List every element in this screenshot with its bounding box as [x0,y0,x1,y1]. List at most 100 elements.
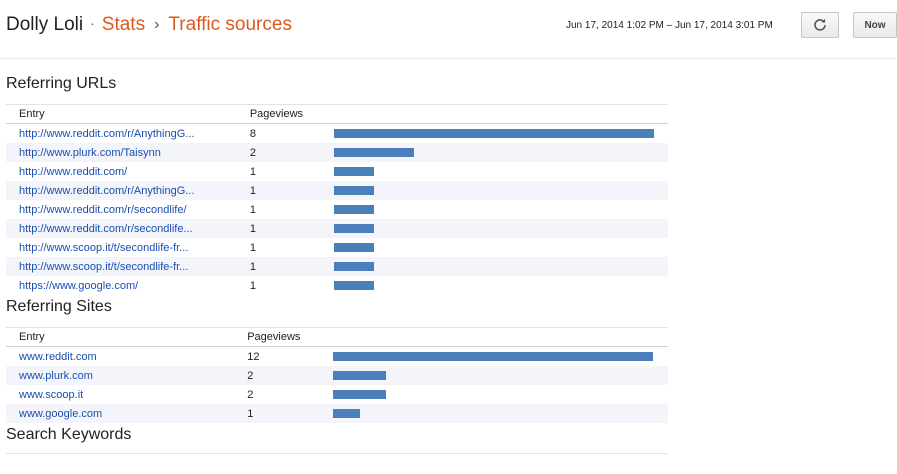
entry-cell: http://www.reddit.com/r/AnythingG... [6,181,250,200]
pageviews-bar [333,148,414,157]
referring-urls-title: Referring URLs [6,75,117,92]
entry-cell: www.reddit.com [6,347,247,367]
table-row: http://www.scoop.it/t/secondlife-fr... 1 [6,238,668,257]
page-title: Traffic sources [168,14,292,35]
entry-link[interactable]: www.google.com [19,407,103,420]
table-row: http://www.reddit.com/1 [6,162,668,181]
entry-cell: http://www.reddit.com/ [6,162,250,181]
pageviews-value: 1 [249,203,256,216]
entry-link[interactable]: www.plurk.com [19,369,93,382]
table-row: http://www.reddit.com/r/AnythingG... 8 [6,124,668,144]
entry-cell: www.scoop.it [6,385,247,404]
pageviews-bar [333,186,374,195]
bar-cell [333,276,668,295]
pageviews-bar [333,243,374,252]
pageviews-value: 1 [249,257,334,276]
entry-cell: http://www.reddit.com/r/secondlife... [6,219,250,238]
pageviews-value: 1 [249,219,334,238]
breadcrumb-separator: · [90,15,95,31]
entry-cell: www.plurk.com [6,366,248,385]
now-button[interactable]: Now [853,12,897,38]
pageviews-value: 2 [247,366,333,385]
referring-sites-title: Referring Sites [6,298,112,315]
referring-sites-table: Entry Pageviews www.reddit.com 12 www.plur… [6,327,668,423]
entry-cell: http://www.scoop.it/t/secondlife-fr... [6,257,250,276]
bar-cell [333,219,668,238]
table-row: http://www.reddit.com/r/secondlife... 1 [6,219,668,238]
pageviews-bar [333,205,374,214]
bar-cell [333,124,668,144]
pageviews-bar [333,224,374,233]
pageviews-bar [333,352,653,361]
table-row: www.google.com 1 [6,404,668,423]
table-row: www.reddit.com 12 [6,347,668,367]
entry-link[interactable]: http://www.reddit.com/r/secondlife... [19,222,193,235]
entry-link[interactable]: www.reddit.com [19,350,97,363]
refresh-icon [814,18,826,31]
bar-cell [333,366,668,385]
pageviews-bar [333,390,386,399]
entry-cell: www.google.com [6,404,248,423]
search-keywords-title: Search Keywords [6,426,132,443]
bar-cell [333,200,668,219]
pageviews-value: 1 [249,279,256,292]
pageviews-value: 12 [247,350,260,363]
pageviews-value: 2 [249,143,334,162]
entry-cell: http://www.reddit.com/r/secondlife/ [6,200,250,219]
entry-cell: https://www.google.com/ [6,276,250,295]
pageviews-bar [333,167,374,176]
bar-cell [333,404,668,423]
entry-column-header: Entry [6,327,248,347]
table-row: www.plurk.com 2 [6,366,668,385]
table-row: www.scoop.it 2 [6,385,668,404]
pageviews-value: 1 [249,181,334,200]
pageviews-value: 8 [249,127,256,140]
divider [6,453,668,454]
stats-link[interactable]: Stats [101,14,146,35]
entry-link[interactable]: www.scoop.it [19,388,84,401]
pageviews-value: 1 [247,404,333,423]
pageviews-value: 1 [249,241,256,254]
bar-cell [333,257,668,276]
entry-link[interactable]: http://www.plurk.com/Taisynn [19,146,161,159]
date-range: Jun 17, 2014 1:02 PM – Jun 17, 2014 3:01… [566,20,773,31]
entry-link[interactable]: http://www.reddit.com/r/secondlife/ [19,203,187,216]
refresh-button[interactable] [801,12,839,38]
entry-cell: http://www.scoop.it/t/secondlife-fr... [6,238,250,257]
pageviews-bar [333,281,374,290]
table-row: http://www.reddit.com/r/AnythingG... 1 [6,181,668,200]
pageviews-column-header: Pageviews [249,104,334,124]
pageviews-value: 2 [247,388,254,401]
bar-cell [333,143,668,162]
table-row: http://www.reddit.com/r/secondlife/1 [6,200,668,219]
bar-cell [333,385,668,404]
referring-urls-table: Entry Pageviews http://www.reddit.com/r/… [6,104,668,295]
pageviews-bar [333,129,654,138]
pageviews-value: 1 [249,165,256,178]
bar-cell [333,347,668,367]
blog-name: Dolly Loli [6,14,84,35]
table-row: https://www.google.com/1 [6,276,668,295]
pageviews-bar [333,371,386,380]
pageviews-bar [333,409,360,418]
pageviews-bar [333,262,374,271]
chevron-right-icon: › [154,16,160,33]
entry-link[interactable]: http://www.scoop.it/t/secondlife-fr... [19,241,189,254]
pageviews-column-header: Pageviews [247,327,333,347]
entry-link[interactable]: https://www.google.com/ [19,279,139,292]
bar-column-header [333,104,668,124]
entry-link[interactable]: http://www.scoop.it/t/secondlife-fr... [19,260,189,273]
bar-column-header [333,327,668,347]
header-bar: Dolly Loli · Stats › Traffic sources Jun 17,… [0,0,897,59]
bar-cell [333,181,668,200]
table-row: http://www.plurk.com/Taisynn 2 [6,143,668,162]
entry-cell: http://www.plurk.com/Taisynn [6,143,250,162]
breadcrumb: Dolly Loli · Stats › Traffic sources [6,14,292,36]
bar-cell [333,162,668,181]
entry-cell: http://www.reddit.com/r/AnythingG... [6,124,250,144]
entry-link[interactable]: http://www.reddit.com/r/AnythingG... [19,184,195,197]
entry-link[interactable]: http://www.reddit.com/ [19,165,128,178]
entry-link[interactable]: http://www.reddit.com/r/AnythingG... [19,127,195,140]
table-row: http://www.scoop.it/t/secondlife-fr... 1 [6,257,668,276]
bar-cell [333,238,668,257]
